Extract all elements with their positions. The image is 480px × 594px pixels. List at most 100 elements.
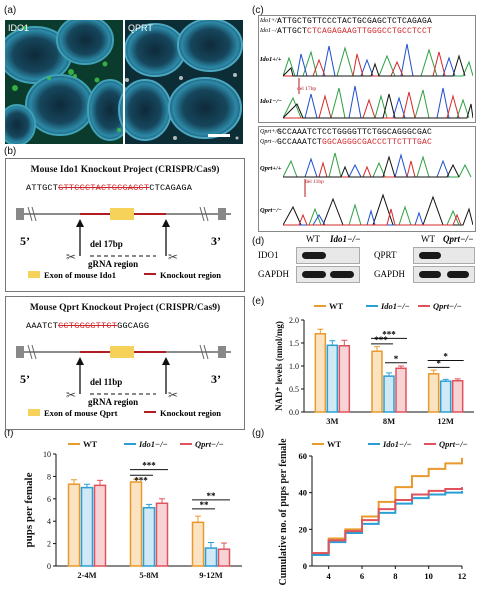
deletion-label: del 17bp — [90, 239, 123, 249]
panel-label-g: (g) — [252, 428, 265, 439]
series-line — [312, 487, 463, 555]
y-tick-label: 1.0 — [289, 362, 299, 371]
blot-right-row1-label: QPRT — [374, 250, 397, 260]
significance-label: ** — [207, 491, 217, 501]
x-tick-label: 8M — [383, 416, 395, 426]
y-tick-label: 4 — [47, 517, 51, 526]
legend-label: Ido1−/− — [382, 439, 412, 449]
legend-label: Qprt−/− — [439, 439, 468, 449]
significance-label: * — [443, 351, 448, 361]
gene-diagram: ✂ ✂ — [16, 344, 231, 416]
ido1-ko-row-label: Ido1−/− — [260, 28, 281, 34]
y-tick-label: 20 — [299, 524, 308, 534]
y-tick-label: 8 — [47, 472, 51, 481]
series-line — [312, 490, 463, 556]
series-line — [312, 457, 463, 555]
qprt-wt-row-label: Qprt+/+ — [260, 129, 282, 135]
ido1-wt-trace-label: Ido1+/+ — [260, 56, 282, 63]
y-axis-label: pups per female — [23, 472, 35, 547]
bar — [427, 373, 440, 413]
blot-right-qprt-strip — [413, 247, 475, 264]
bar — [451, 379, 464, 413]
box-title: Mouse Ido1 Knockout Project (CRISPR/Cas9… — [30, 165, 220, 175]
x-tick-label: 10 — [424, 571, 433, 581]
panel-label-b: (b) — [4, 146, 17, 157]
qprt-knockout-box: Mouse Qprt Knockout Project (CRISPR/Cas9… — [5, 296, 245, 430]
micrograph-image — [0, 15, 243, 146]
y-tick-label: 2.0 — [289, 316, 299, 325]
three-prime-label: 3’ — [211, 372, 221, 386]
blot-band — [419, 271, 441, 278]
legend-label: WT — [327, 439, 342, 449]
bar — [67, 483, 81, 567]
ido1-sequencing-panel: ATTGCTGTTCCCTACTGCGAGCTCTCAGAGA ATTGCTCT… — [258, 15, 476, 123]
blot-right-wt-label: WT — [421, 234, 435, 244]
bar — [314, 333, 327, 413]
y-tick-label: 1.5 — [289, 339, 299, 348]
micrograph-label-qprt: QPRT — [128, 23, 153, 33]
y-axis-label: Cumulative no. of pups per female — [278, 438, 289, 586]
deletion-label: del 11bp — [90, 377, 123, 387]
significance-label: * — [394, 354, 399, 364]
five-prime-label: 5’ — [20, 234, 30, 248]
panel-label-e: (e) — [252, 296, 265, 307]
bar — [395, 367, 407, 413]
legend-ko-label: Knockout region — [160, 408, 222, 418]
y-axis-label: NAD⁺ levels (nmol/mg) — [274, 321, 284, 411]
nad-levels-chart: 0.0 0.5 1.0 1.5 2.0 3M 8M 12M NAD⁺ levels (nmol/… — [274, 301, 474, 426]
significance-label: *** — [382, 329, 396, 339]
blot-band — [419, 252, 441, 259]
guide-sequence: AAATCTCCTGGGGTTCTGGCAGG — [26, 321, 150, 331]
x-tick-label: 6 — [360, 571, 364, 581]
five-prime-label: 5’ — [20, 372, 30, 386]
qprt-chromatogram — [283, 152, 473, 226]
ido1-wt-sequence: ATTGCTGTTCCCTACTGCGAGCTCTCAGAGA — [277, 17, 433, 26]
x-tick-label: 2-4M — [77, 570, 96, 580]
y-tick-label: 0.5 — [289, 385, 299, 394]
qprt-deletion-label: del 11bp — [305, 179, 324, 185]
blot-left-row2-label: GAPDH — [258, 269, 290, 279]
blot-right-ko-label: Qprt−/− — [443, 234, 474, 244]
legend-label: Ido1−/− — [380, 301, 410, 311]
legend-exon-label: Exon of mouse Ido1 — [44, 270, 117, 280]
y-tick-label: 60 — [299, 451, 308, 461]
x-tick-label: 4 — [327, 571, 332, 581]
bar — [129, 481, 143, 567]
svg-text:✂: ✂ — [168, 250, 178, 264]
blot-band — [302, 252, 326, 259]
blot-right-gapdh-strip — [413, 266, 475, 283]
cumulative-pups-chart: 4 6 8 10 12 0 20 40 60 Cumulative no. of pups per… — [278, 438, 468, 586]
micrograph-panel: IDO1 QPRT — [0, 15, 243, 146]
panel-label-d: (d) — [252, 236, 265, 247]
qprt-ko-sequence: GCCAAATCTGGCAGGGCGACCCTTCTTTGAC — [277, 138, 433, 147]
pups-per-female-chart: 0 2 4 6 8 10 2-4M 5-8M 9-12M pups per female WT Ido… — [23, 439, 242, 580]
y-tick-label: 2 — [47, 540, 51, 549]
qprt-sequencing-panel: GCCAAATCTCCTGGGGTTCTGGCAGGGCGAC GCCAAATC… — [258, 126, 476, 232]
x-tick-label: 9-12M — [199, 570, 223, 580]
blot-right-row2-label: GAPDH — [374, 269, 406, 279]
bar — [338, 345, 351, 413]
bar — [371, 350, 383, 413]
ido1-deletion-label: del 17bp — [297, 86, 317, 92]
western-blot-panel: WT Ido1−/− IDO1 GAPDH WT Qprt−/− QPRT GA… — [258, 234, 476, 294]
x-tick-label: 5-8M — [139, 570, 158, 580]
blot-left-row1-label: IDO1 — [258, 250, 279, 260]
legend-label: WT — [83, 439, 98, 449]
blot-band — [447, 271, 469, 278]
ido1-wt-row-label: Ido1+/+ — [260, 18, 281, 24]
x-tick-label: 3M — [326, 416, 338, 426]
y-tick-label: 0.0 — [289, 408, 299, 417]
qprt-ko-trace-label: Qprt−/− — [260, 207, 282, 214]
ido1-ko-sequence: ATTGCTCTCAGAGAAGTTGGGCCTGCCTCCT — [277, 27, 433, 36]
ido1-knockout-box: Mouse Ido1 Knockout Project (CRISPR/Cas9… — [5, 158, 245, 292]
y-tick-label: 0 — [303, 561, 307, 571]
legend-ko-label: Knockout region — [160, 270, 222, 280]
y-tick-label: 40 — [299, 488, 308, 498]
bar — [383, 375, 395, 413]
scale-bar — [208, 134, 230, 137]
grna-label: gRNA region — [88, 259, 139, 269]
blot-band — [330, 271, 354, 278]
three-prime-label: 3’ — [211, 234, 221, 248]
legend-label: WT — [329, 301, 344, 311]
y-tick-label: 0 — [47, 562, 51, 571]
